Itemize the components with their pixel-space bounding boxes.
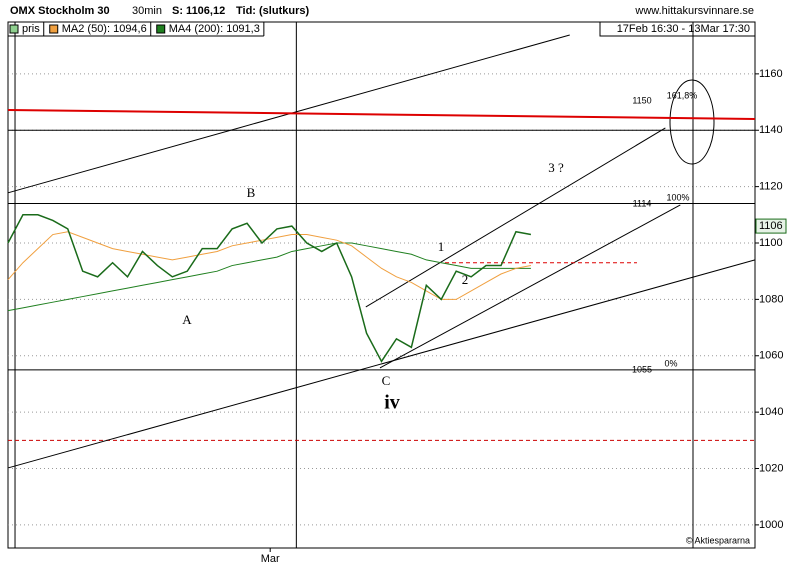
annotation: 0%	[664, 358, 677, 368]
copyright: © Aktiespararna	[686, 535, 750, 545]
y-tick-label: 1160	[759, 68, 783, 80]
trend-line	[379, 204, 681, 369]
time-note: Tid: (slutkurs)	[236, 5, 309, 17]
series-line	[7, 214, 532, 363]
period: 17Feb 16:30 - 13Mar 17:30	[617, 23, 750, 35]
annotation: 1150	[632, 95, 651, 105]
legend-label: pris	[22, 23, 40, 35]
annotation: 100%	[666, 192, 689, 202]
chart-title: OMX Stockholm 30	[10, 5, 110, 17]
trend-line	[7, 259, 756, 469]
annotation: 1	[438, 239, 445, 254]
y-tick-label: 1080	[759, 293, 783, 305]
y-tick-label: 1100	[759, 237, 783, 249]
annotation: 2	[462, 272, 469, 287]
trend-line	[365, 127, 666, 308]
annotation: 3 ?	[548, 160, 564, 175]
annotation: 1055	[632, 364, 652, 374]
annotation: C	[382, 373, 391, 388]
period-box	[599, 21, 756, 37]
y-tick-label: 1060	[759, 350, 783, 362]
y-tick-label: 1140	[759, 124, 783, 136]
last-quote: S: 1106,12	[172, 5, 225, 17]
legend-swatch	[9, 24, 19, 34]
legend-swatch	[156, 24, 166, 34]
annotation: B	[247, 185, 256, 200]
last-price-label: 1106	[759, 220, 783, 232]
legend-swatch	[49, 24, 59, 34]
target-ellipse	[669, 79, 715, 165]
x-tick-label: Mar	[261, 553, 280, 565]
y-tick-label: 1020	[759, 462, 783, 474]
series-line	[7, 242, 531, 312]
annotation: iv	[384, 392, 400, 414]
interval: 30min	[132, 5, 162, 17]
annotation: 161,8%	[667, 90, 698, 100]
y-tick-label: 1000	[759, 519, 783, 531]
trend-line	[7, 108, 756, 120]
annotation: A	[182, 312, 192, 327]
y-tick-label: 1120	[759, 181, 783, 193]
last-price-badge	[755, 218, 787, 234]
legend-label: MA2 (50): 1094,6	[62, 23, 147, 35]
legend-label: MA4 (200): 1091,3	[169, 23, 260, 35]
annotation: 1114	[633, 198, 652, 208]
series-line	[7, 231, 531, 300]
plot-frame	[7, 21, 756, 549]
source: www.hittakursvinnare.se	[634, 5, 754, 17]
y-tick-label: 1040	[759, 406, 783, 418]
